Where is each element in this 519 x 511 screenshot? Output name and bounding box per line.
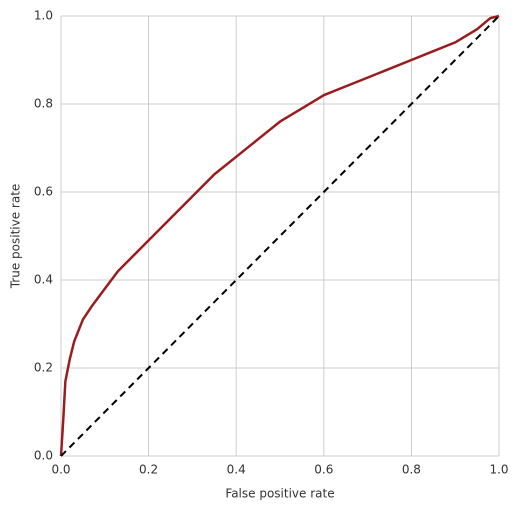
x-tick-label: 0.6 bbox=[314, 463, 333, 477]
y-tick-label: 0.2 bbox=[34, 361, 53, 375]
x-tick-label: 0.0 bbox=[51, 463, 70, 477]
y-tick-label: 0.0 bbox=[34, 449, 53, 463]
y-tick-label: 0.8 bbox=[34, 97, 53, 111]
y-tick-label: 1.0 bbox=[34, 9, 53, 23]
line bbox=[59, 14, 500, 457]
x-tick-label: 1.0 bbox=[489, 463, 508, 477]
x-tick-label: 0.4 bbox=[227, 463, 246, 477]
y-tick-label: 0.6 bbox=[34, 185, 53, 199]
y-axis-label: True positive rate bbox=[9, 184, 23, 290]
x-axis-label: False positive rate bbox=[225, 487, 334, 501]
y-tick-label: 0.4 bbox=[34, 273, 53, 287]
line bbox=[60, 15, 500, 457]
x-tick-label: 0.2 bbox=[139, 463, 158, 477]
x-tick-label: 0.8 bbox=[402, 463, 421, 477]
